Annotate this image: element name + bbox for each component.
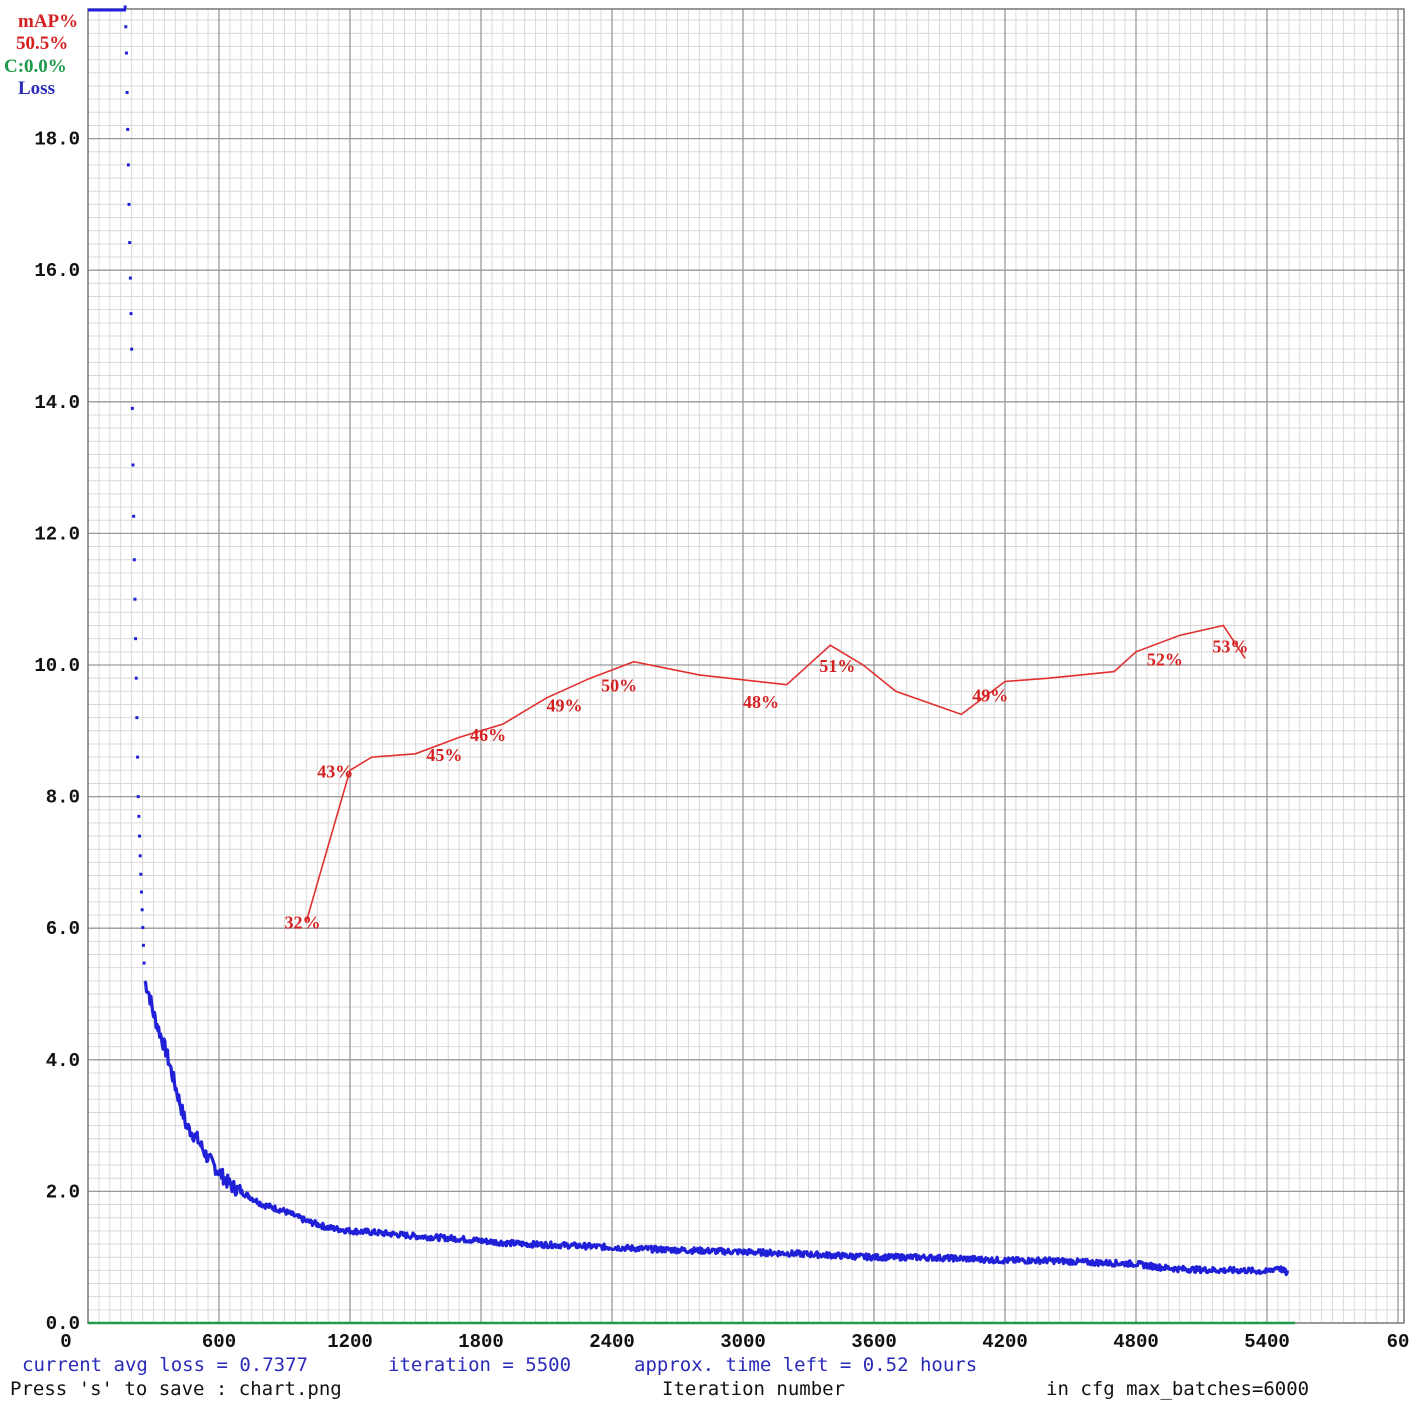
legend-entry: C:0.0% — [4, 56, 67, 77]
loss-point — [139, 872, 143, 876]
y-tick-label: 8.0 — [46, 787, 80, 809]
current-avg-loss: current avg loss = 0.7377 — [22, 1354, 308, 1376]
loss-point — [141, 943, 145, 947]
x-tick-label: 1200 — [327, 1331, 373, 1353]
loss-point — [132, 558, 136, 562]
loss-point — [131, 463, 135, 467]
legend-entry: mAP% — [18, 11, 78, 32]
y-tick-label: 18.0 — [34, 129, 80, 151]
map-value-label: 52% — [1147, 649, 1183, 669]
loss-point — [133, 597, 137, 601]
loss-point — [132, 514, 136, 518]
loss-point — [134, 676, 138, 680]
loss-point — [141, 926, 145, 930]
iteration-status: iteration = 5500 — [388, 1354, 572, 1376]
loss-line — [143, 980, 1290, 1277]
y-tick-label: 6.0 — [46, 918, 80, 940]
x-tick-labels: 0 600 1200 1800 2400 3000 3600 4200 4800 5400 60 — [60, 1331, 1409, 1353]
x-tick-label: 4200 — [982, 1331, 1028, 1353]
map-series: 32% 43% 45% 46% 49% 50% 48% 51% 49% 52% 53% — [285, 624, 1248, 933]
loss-point — [138, 854, 142, 858]
legend-entry: 50.5% — [16, 33, 68, 54]
loss-point — [136, 755, 140, 759]
loss-point — [140, 908, 144, 912]
map-value-label: 46% — [470, 725, 506, 745]
x-tick-label: 3000 — [720, 1331, 766, 1353]
y-tick-label: 12.0 — [34, 523, 80, 545]
loss-point — [129, 312, 133, 316]
x-tick-label: 1800 — [458, 1331, 504, 1353]
save-hint: Press 's' to save : chart.png — [10, 1378, 342, 1400]
y-tick-label: 16.0 — [34, 260, 80, 282]
time-left-status: approx. time left = 0.52 hours — [634, 1354, 978, 1376]
loss-point — [126, 127, 130, 131]
map-value-label: 51% — [819, 656, 855, 676]
x-tick-label: 3600 — [851, 1331, 897, 1353]
y-tick-label: 2.0 — [46, 1181, 80, 1203]
loss-point — [138, 834, 142, 838]
loss-point — [135, 716, 139, 720]
y-tick-label: 10.0 — [34, 655, 80, 677]
loss-point — [134, 637, 138, 641]
x-tick-label: 5400 — [1244, 1331, 1290, 1353]
minor-grid — [87, 9, 1404, 1324]
x-tick-label: 2400 — [589, 1331, 635, 1353]
y-tick-labels: 0.0 2.0 4.0 6.0 8.0 10.0 12.0 14.0 16.0 18.0 — [34, 129, 80, 1335]
loss-point — [142, 961, 146, 965]
x-tick-label: 4800 — [1113, 1331, 1159, 1353]
x-axis-label: Iteration number — [662, 1378, 846, 1400]
map-value-label: 48% — [743, 692, 779, 712]
loss-point — [137, 814, 141, 818]
map-line — [305, 624, 1246, 922]
map-value-label: 45% — [426, 745, 462, 765]
x-tick-label: 600 — [202, 1331, 236, 1353]
loss-point — [125, 91, 129, 95]
loss-point — [130, 406, 134, 410]
legend-entry: Loss — [18, 78, 55, 99]
loss-series — [123, 5, 1290, 1277]
map-value-label: 50% — [601, 676, 637, 696]
y-tick-label: 4.0 — [46, 1050, 80, 1072]
loss-point — [127, 202, 131, 206]
loss-point — [130, 347, 134, 351]
loss-point — [139, 890, 143, 894]
loss-point — [128, 241, 132, 245]
x-tick-label: 0 — [60, 1331, 71, 1353]
legend: mAP%50.5%C:0.0%Loss — [4, 11, 78, 99]
map-value-label: 49% — [972, 686, 1008, 706]
map-value-label: 43% — [317, 761, 353, 781]
max-batches-status: in cfg max_batches=6000 — [1046, 1378, 1310, 1400]
y-tick-label: 14.0 — [34, 392, 80, 414]
map-value-label: 32% — [285, 913, 321, 933]
major-grid — [88, 9, 1404, 1323]
loss-point — [136, 795, 140, 799]
loss-point — [124, 51, 128, 55]
loss-point — [123, 5, 127, 9]
map-value-label: 49% — [547, 695, 583, 715]
loss-point — [124, 25, 128, 29]
loss-point — [128, 276, 132, 280]
x-tick-label: 60 — [1387, 1331, 1410, 1353]
loss-point — [126, 163, 130, 167]
y-tick-label: 0.0 — [46, 1313, 80, 1335]
map-value-label: 53% — [1212, 636, 1248, 656]
